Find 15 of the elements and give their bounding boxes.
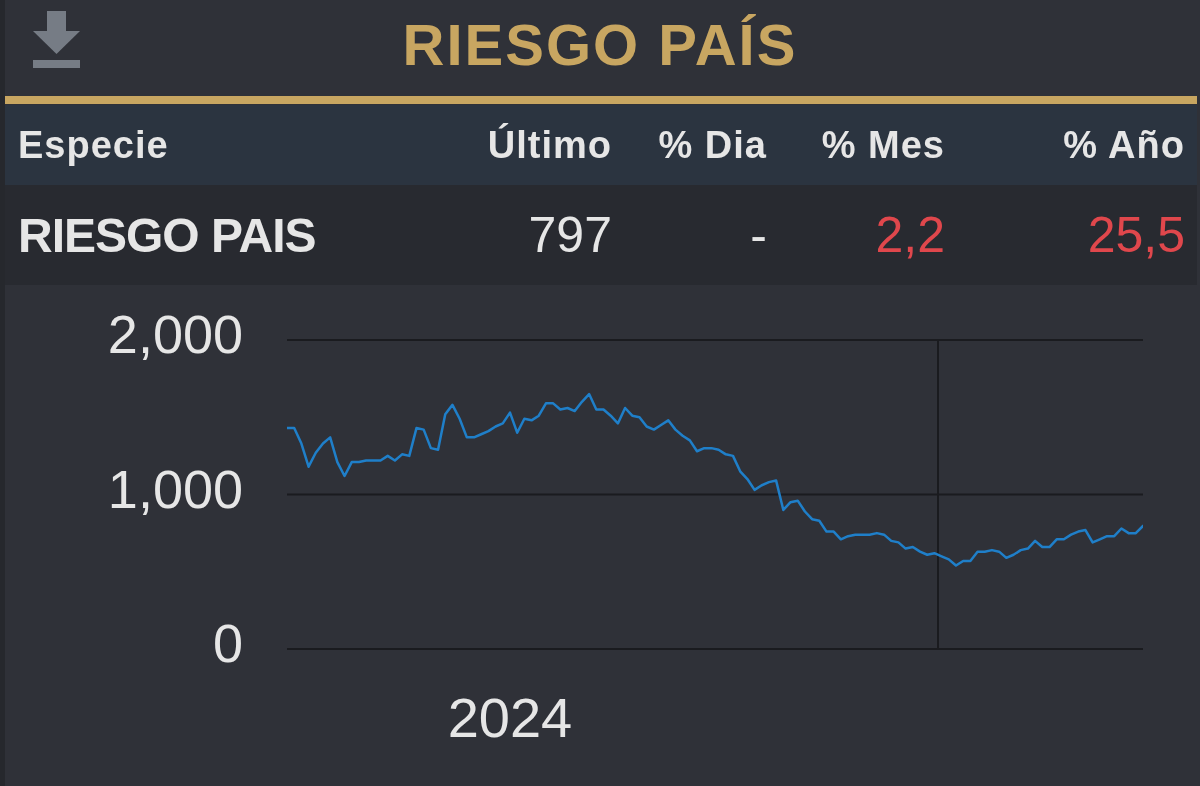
- text: % Mes: [821, 122, 945, 168]
- y-tick-label: 1,000: [107, 458, 243, 519]
- chart-title: RIESGO PAÍS: [401, 10, 799, 79]
- y-tick-label: 0: [212, 613, 243, 673]
- text: Especie: [18, 122, 169, 168]
- text: 797: [528, 206, 612, 265]
- text: RIESGO PAIS: [18, 207, 316, 264]
- text: % Dia: [658, 122, 767, 168]
- text: 25,5: [1087, 206, 1185, 265]
- text: -: [750, 206, 767, 265]
- text: 2,2: [875, 206, 945, 265]
- text: Último: [487, 122, 612, 168]
- text: % Año: [1063, 122, 1185, 168]
- y-tick-label: 2,000: [107, 304, 243, 364]
- x-tick-label: 2024: [447, 686, 573, 749]
